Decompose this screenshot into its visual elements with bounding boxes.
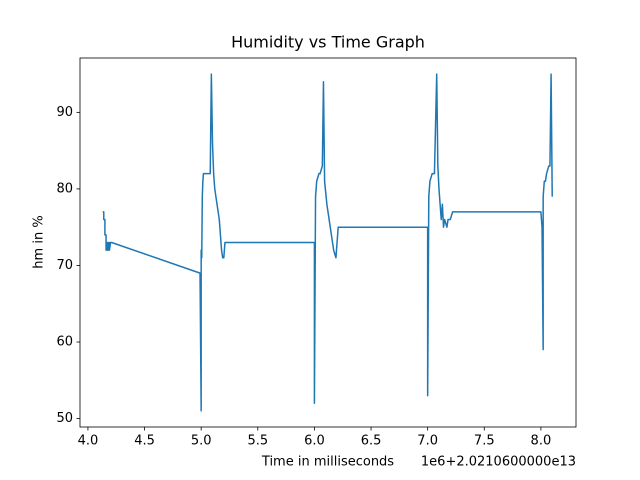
x-tick-label: 4.0: [78, 434, 99, 449]
y-tick-label: 90: [56, 105, 73, 120]
y-axis-label: hm in %: [32, 215, 47, 268]
x-axis-label: Time in milliseconds: [261, 455, 394, 470]
x-tick-label: 8.0: [531, 434, 552, 449]
x-tick-label: 5.5: [247, 434, 268, 449]
data-line: [102, 73, 553, 412]
x-tick-label: 6.0: [304, 434, 325, 449]
x-tick-label: 5.0: [191, 434, 212, 449]
y-tick-label: 70: [56, 258, 73, 273]
x-tick-label: 6.5: [361, 434, 382, 449]
y-tick-label: 50: [56, 411, 73, 426]
axes-frame: [79, 57, 577, 428]
x-tick-label: 4.5: [134, 434, 155, 449]
chart-title: Humidity vs Time Graph: [231, 33, 425, 52]
y-tick-label: 80: [56, 181, 73, 196]
y-tick-label: 60: [56, 335, 73, 350]
x-offset-label: 1e6+2.0210600000e13: [421, 455, 576, 470]
x-tick-label: 7.5: [474, 434, 495, 449]
x-tick-label: 7.0: [417, 434, 438, 449]
